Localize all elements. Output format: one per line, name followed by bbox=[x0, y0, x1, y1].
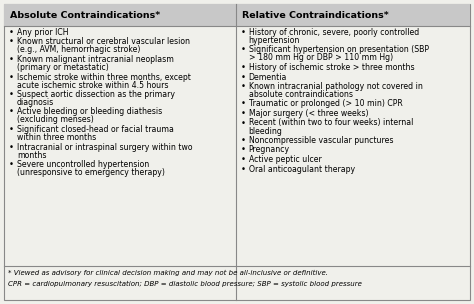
Text: bleeding: bleeding bbox=[248, 126, 283, 136]
Text: months: months bbox=[17, 150, 46, 160]
Text: •: • bbox=[9, 108, 14, 116]
Text: Dementia: Dementia bbox=[248, 72, 287, 81]
Text: (primary or metastatic): (primary or metastatic) bbox=[17, 63, 109, 72]
Text: Active peptic ulcer: Active peptic ulcer bbox=[248, 155, 321, 164]
Text: •: • bbox=[241, 119, 246, 127]
Text: Traumatic or prolonged (> 10 min) CPR: Traumatic or prolonged (> 10 min) CPR bbox=[248, 99, 402, 109]
Text: (e.g., AVM, hemorrhagic stroke): (e.g., AVM, hemorrhagic stroke) bbox=[17, 46, 140, 54]
Text: •: • bbox=[241, 63, 246, 72]
Text: Known structural or cerebral vascular lesion: Known structural or cerebral vascular le… bbox=[17, 37, 190, 47]
Text: •: • bbox=[9, 143, 14, 151]
Text: Recent (within two to four weeks) internal: Recent (within two to four weeks) intern… bbox=[248, 119, 413, 127]
Text: •: • bbox=[241, 99, 246, 109]
Text: Intracranial or intraspinal surgery within two: Intracranial or intraspinal surgery with… bbox=[17, 143, 192, 151]
Text: Relative Contraindications*: Relative Contraindications* bbox=[242, 11, 388, 19]
Text: History of ischemic stroke > three months: History of ischemic stroke > three month… bbox=[248, 63, 414, 72]
Text: CPR = cardiopulmonary resuscitation; DBP = diastolic blood pressure; SBP = systo: CPR = cardiopulmonary resuscitation; DBP… bbox=[8, 281, 362, 287]
Text: •: • bbox=[9, 28, 14, 37]
Text: Known malignant intracranial neoplasm: Known malignant intracranial neoplasm bbox=[17, 55, 174, 64]
Text: Any prior ICH: Any prior ICH bbox=[17, 28, 69, 37]
Text: Significant closed-head or facial trauma: Significant closed-head or facial trauma bbox=[17, 125, 174, 134]
Text: acute ischemic stroke within 4.5 hours: acute ischemic stroke within 4.5 hours bbox=[17, 81, 168, 89]
Text: •: • bbox=[241, 28, 246, 37]
Text: Absolute Contraindications*: Absolute Contraindications* bbox=[10, 11, 160, 19]
Text: Known intracranial pathology not covered in: Known intracranial pathology not covered… bbox=[248, 82, 422, 91]
Text: Major surgery (< three weeks): Major surgery (< three weeks) bbox=[248, 109, 368, 118]
Text: •: • bbox=[241, 155, 246, 164]
Text: •: • bbox=[241, 136, 246, 145]
Text: diagnosis: diagnosis bbox=[17, 98, 54, 107]
Text: Oral anticoagulant therapy: Oral anticoagulant therapy bbox=[248, 164, 355, 174]
Text: •: • bbox=[241, 164, 246, 174]
Text: •: • bbox=[9, 90, 14, 99]
Text: hypertension: hypertension bbox=[248, 36, 300, 45]
Text: Severe uncontrolled hypertension: Severe uncontrolled hypertension bbox=[17, 160, 149, 169]
Text: •: • bbox=[241, 82, 246, 91]
Text: (excluding menses): (excluding menses) bbox=[17, 116, 94, 125]
Text: Active bleeding or bleeding diathesis: Active bleeding or bleeding diathesis bbox=[17, 108, 162, 116]
Text: •: • bbox=[241, 46, 246, 54]
Text: •: • bbox=[241, 146, 246, 154]
Text: •: • bbox=[9, 160, 14, 169]
Text: absolute contraindications: absolute contraindications bbox=[248, 90, 353, 99]
Text: •: • bbox=[9, 55, 14, 64]
Text: (unresponsive to emergency therapy): (unresponsive to emergency therapy) bbox=[17, 168, 165, 177]
Text: •: • bbox=[9, 125, 14, 134]
Text: •: • bbox=[241, 72, 246, 81]
Text: Ischemic stroke within three months, except: Ischemic stroke within three months, exc… bbox=[17, 72, 191, 81]
Text: > 180 mm Hg or DBP > 110 mm Hg): > 180 mm Hg or DBP > 110 mm Hg) bbox=[248, 54, 392, 63]
Text: •: • bbox=[241, 109, 246, 118]
Text: within three months: within three months bbox=[17, 133, 96, 142]
Bar bbox=[4, 4, 236, 26]
Text: Suspect aortic dissection as the primary: Suspect aortic dissection as the primary bbox=[17, 90, 175, 99]
Text: History of chronic, severe, poorly controlled: History of chronic, severe, poorly contr… bbox=[248, 28, 419, 37]
Bar bbox=[236, 4, 470, 26]
Text: Significant hypertension on presentation (SBP: Significant hypertension on presentation… bbox=[248, 46, 428, 54]
Text: •: • bbox=[9, 37, 14, 47]
Text: Pregnancy: Pregnancy bbox=[248, 146, 290, 154]
Text: •: • bbox=[9, 72, 14, 81]
Text: * Viewed as advisory for clinical decision making and may not be all-inclusive o: * Viewed as advisory for clinical decisi… bbox=[8, 270, 328, 276]
Text: Noncompressible vascular punctures: Noncompressible vascular punctures bbox=[248, 136, 393, 145]
